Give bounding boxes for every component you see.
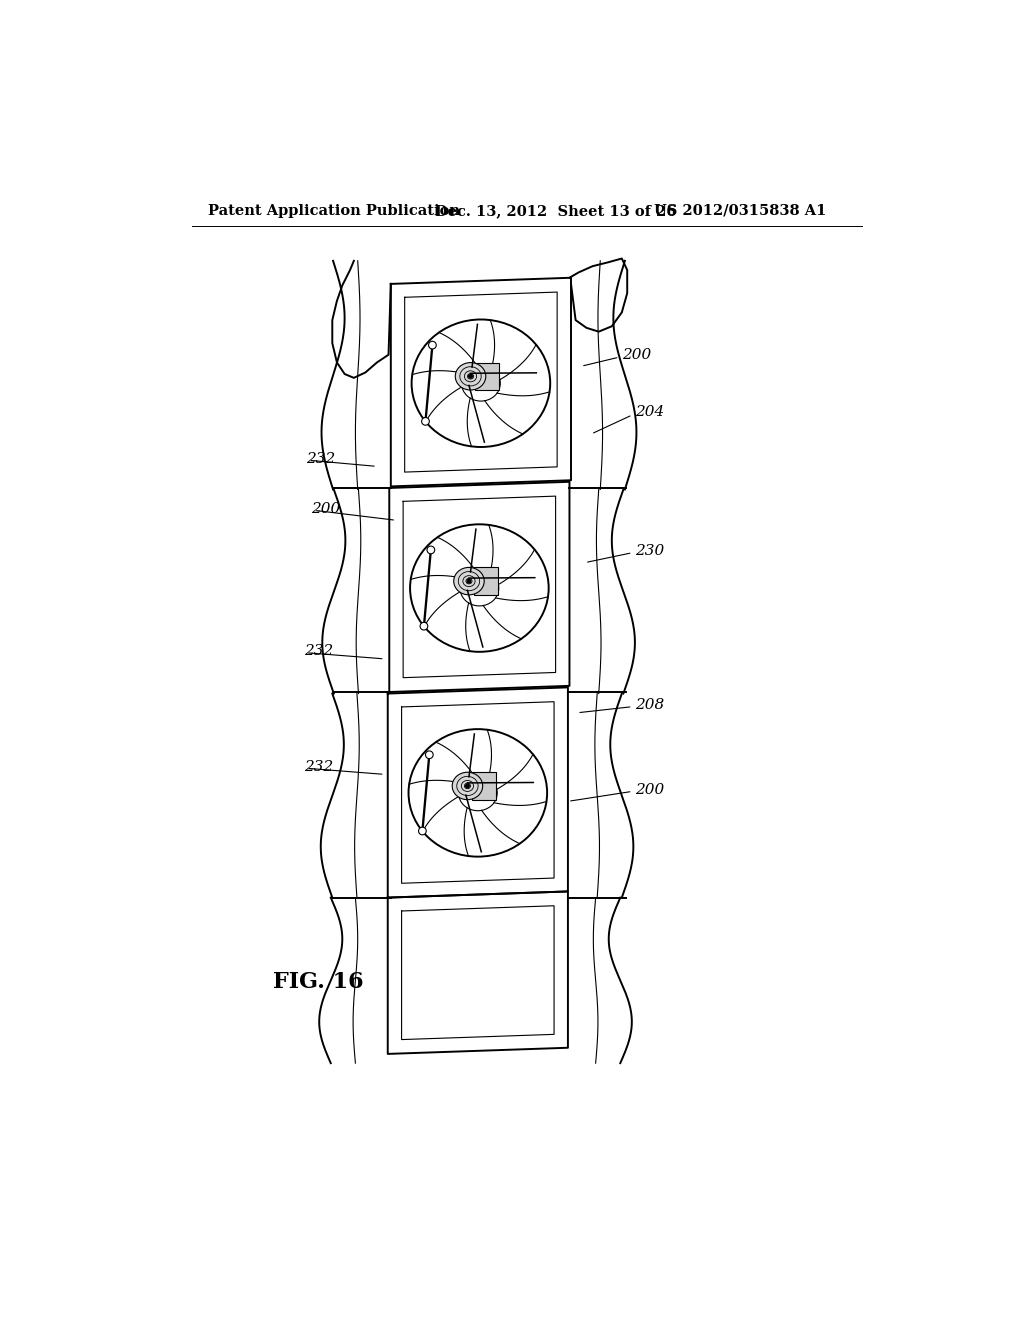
Text: FIG. 16: FIG. 16	[273, 972, 364, 994]
Text: 200: 200	[635, 783, 665, 797]
Text: 208: 208	[635, 698, 665, 711]
Ellipse shape	[456, 363, 485, 389]
Text: 230: 230	[635, 544, 665, 558]
Text: Dec. 13, 2012  Sheet 13 of 26: Dec. 13, 2012 Sheet 13 of 26	[435, 203, 676, 218]
Bar	[475, 363, 500, 389]
Circle shape	[420, 622, 428, 630]
Circle shape	[425, 751, 433, 759]
Text: 232: 232	[306, 451, 336, 466]
Circle shape	[427, 546, 435, 554]
Text: 232: 232	[304, 760, 333, 774]
Bar	[473, 568, 498, 595]
Text: 200: 200	[311, 502, 341, 516]
Circle shape	[466, 784, 469, 788]
Text: 200: 200	[622, 347, 651, 362]
Text: Patent Application Publication: Patent Application Publication	[208, 203, 460, 218]
Circle shape	[469, 375, 472, 378]
Text: 232: 232	[304, 644, 333, 659]
Circle shape	[467, 579, 471, 583]
Circle shape	[429, 342, 436, 348]
Bar	[472, 772, 497, 800]
Text: US 2012/0315838 A1: US 2012/0315838 A1	[654, 203, 826, 218]
Ellipse shape	[454, 568, 484, 595]
Circle shape	[419, 828, 426, 834]
Circle shape	[422, 417, 429, 425]
Ellipse shape	[453, 772, 482, 800]
Text: 204: 204	[635, 405, 665, 420]
